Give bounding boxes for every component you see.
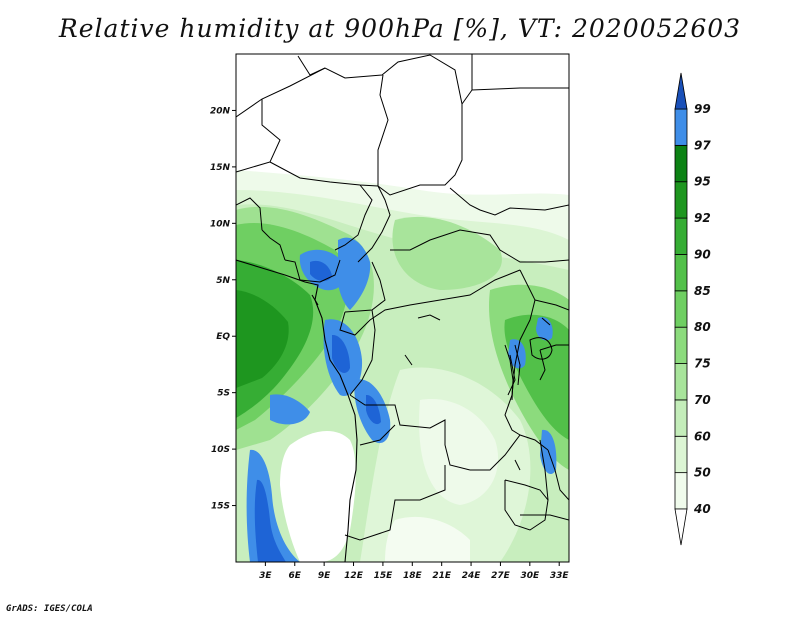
grads-credit: GrADS: IGES/COLA [6, 604, 93, 614]
colorbar-label: 90 [694, 247, 711, 261]
x-tick-label: 33E [550, 571, 570, 581]
x-tick-label: 12E [344, 571, 364, 581]
colorbar-box [674, 435, 688, 474]
y-tick-label: 15N [210, 163, 231, 173]
map-axes: 3E 6E 9E 12E 15E 18E 21E 24E 27E 30E 33E 20N 15N 10N 5… [210, 106, 569, 581]
colorbar-label: 70 [694, 393, 711, 407]
x-tick-label: 9E [318, 571, 331, 581]
colorbar-box [674, 254, 688, 292]
x-tick-label: 30E [520, 571, 540, 581]
colorbar-box [674, 108, 688, 146]
colorbar-label: 99 [694, 102, 711, 116]
colorbar-box [674, 217, 688, 255]
colorbar-box [674, 472, 688, 510]
colorbar-box [674, 399, 688, 437]
y-tick-label: 10N [210, 219, 231, 229]
colorbar-box [674, 290, 688, 328]
map-title: Relative humidity at 900hPa [%], VT: 202… [58, 14, 742, 43]
colorbar-label: 50 [694, 466, 711, 480]
colorbar-label: 92 [694, 211, 711, 225]
lakes [404, 314, 553, 501]
x-tick-label: 24E [462, 571, 482, 581]
y-tick-label: 20N [210, 106, 231, 116]
colorbar-label: 60 [694, 429, 711, 443]
y-tick-label: 5N [216, 276, 230, 286]
y-tick-label: 10S [211, 445, 230, 455]
x-tick-label: 6E [289, 571, 302, 581]
x-tick-label: 3E [259, 571, 272, 581]
colorbar-label: 80 [694, 320, 711, 334]
colorbar-bottom-arrow [674, 508, 688, 546]
colorbar-top-arrow [674, 72, 688, 110]
humidity-field [236, 54, 569, 562]
y-tick-label: 5S [217, 389, 230, 399]
colorbar-label: 40 [693, 502, 711, 516]
colorbar-label: 95 [694, 175, 711, 189]
x-tick-label: 27E [491, 571, 511, 581]
coastline [236, 259, 358, 562]
colorbar-box [674, 326, 688, 364]
x-tick-label: 18E [403, 571, 423, 581]
x-tick-label: 21E [432, 571, 452, 581]
x-tick-label: 15E [374, 571, 394, 581]
colorbar: 40 50 60 70 75 80 85 90 92 95 97 99 [674, 72, 711, 546]
colorbar-box [674, 144, 688, 183]
y-tick-label: 15S [211, 502, 230, 512]
colorbar-label: 75 [694, 357, 711, 371]
map-frame [235, 53, 570, 563]
colorbar-box [674, 181, 688, 219]
y-tick-label: EQ [216, 332, 230, 342]
colorbar-box [674, 363, 688, 401]
colorbar-label: 97 [694, 138, 711, 152]
country-boundaries [236, 54, 569, 541]
colorbar-label: 85 [694, 284, 711, 298]
